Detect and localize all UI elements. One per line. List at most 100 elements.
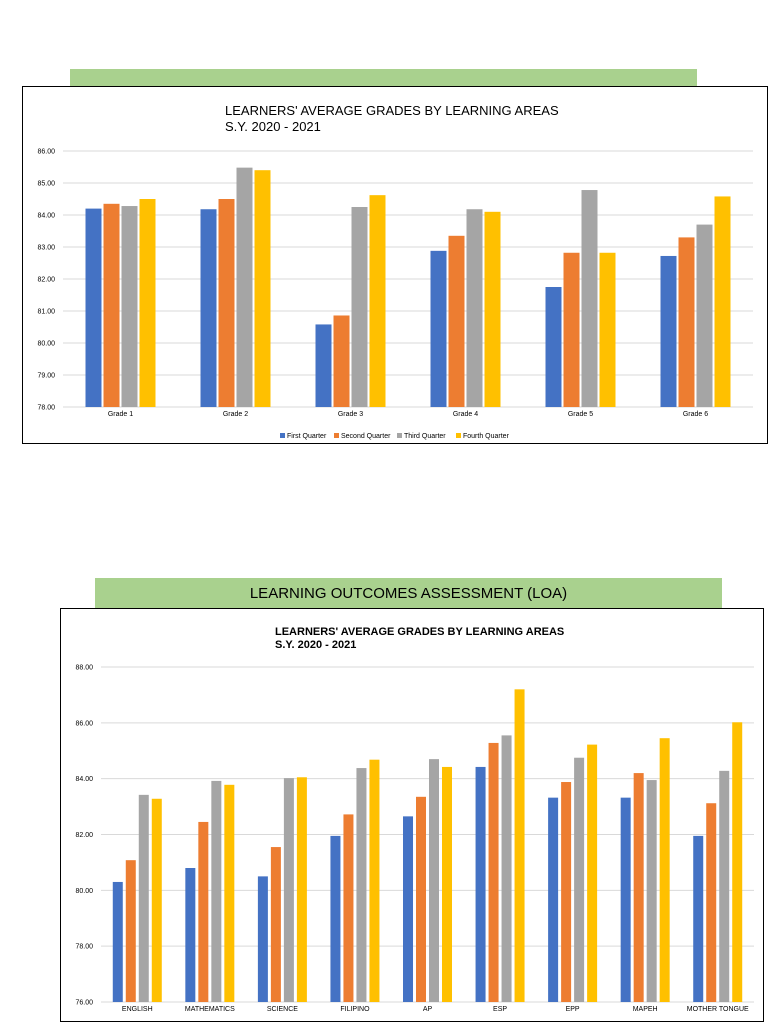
bar-grade-3-q3 xyxy=(351,207,368,407)
bar-mapeh-q1 xyxy=(620,797,631,1002)
bar-grade-5-q2 xyxy=(563,252,580,407)
y-tick-label: 86.00 xyxy=(75,720,93,727)
bar-mathematics-q4 xyxy=(224,784,235,1002)
bar-grade-3-q2 xyxy=(333,315,350,407)
y-tick-label: 81.00 xyxy=(37,309,55,316)
bar-grade-2-q4 xyxy=(254,170,271,407)
bar-grade-1-q3 xyxy=(121,206,138,407)
x-category-label: AP xyxy=(423,1006,433,1013)
x-category-label: SCIENCE xyxy=(267,1006,298,1013)
bar-mapeh-q2 xyxy=(633,773,644,1002)
bar-grade-4-q1 xyxy=(430,250,447,407)
chart1-legend: First Quarter Second Quarter Third Quarter… xyxy=(280,433,510,440)
bar-grade-3-q4 xyxy=(369,195,386,407)
bar-ap-q4 xyxy=(442,766,452,1002)
bar-mathematics-q2 xyxy=(198,821,209,1002)
bar-grade-4-q2 xyxy=(448,235,465,407)
x-category-label: Grade 6 xyxy=(683,411,708,418)
bar-grade-1-q1 xyxy=(85,208,102,407)
bar-mother-tongue-q1 xyxy=(693,835,704,1002)
bar-grade-6-q3 xyxy=(696,224,713,407)
bar-science-q1 xyxy=(257,876,268,1002)
y-tick-label: 88.00 xyxy=(75,665,93,672)
section2-header-band: LEARNING OUTCOMES ASSESSMENT (LOA) xyxy=(95,578,722,608)
bar-english-q1 xyxy=(112,881,123,1002)
y-tick-label: 84.00 xyxy=(75,776,93,783)
section1-header-band xyxy=(70,69,697,87)
bar-ap-q2 xyxy=(416,796,426,1002)
bar-grade-2-q2 xyxy=(218,199,235,407)
bar-ap-q3 xyxy=(429,759,439,1002)
y-tick-label: 80.00 xyxy=(37,341,55,348)
bar-english-q2 xyxy=(125,860,136,1002)
bar-grade-1-q2 xyxy=(103,203,120,407)
bar-filipino-q2 xyxy=(343,814,354,1002)
y-tick-label: 85.00 xyxy=(37,181,55,188)
bar-filipino-q3 xyxy=(356,768,367,1002)
legend-label: Second Quarter xyxy=(341,433,391,440)
x-category-label: ENGLISH xyxy=(122,1006,153,1013)
bar-grade-5-q3 xyxy=(581,190,598,407)
bar-grade-6-q4 xyxy=(714,196,731,407)
x-category-label: Grade 2 xyxy=(223,411,248,418)
bar-mathematics-q1 xyxy=(185,868,196,1002)
y-tick-label: 82.00 xyxy=(75,832,93,839)
bar-science-q3 xyxy=(283,778,294,1002)
y-tick-label: 80.00 xyxy=(75,888,93,895)
bar-mother-tongue-q2 xyxy=(706,803,717,1002)
bar-mapeh-q3 xyxy=(646,780,657,1002)
bar-epp-q1 xyxy=(548,797,559,1002)
x-category-label: Grade 4 xyxy=(453,411,478,418)
bar-grade-2-q3 xyxy=(236,167,253,407)
x-category-label: FILIPINO xyxy=(340,1006,370,1013)
chart-grades-by-subject: LEARNERS' AVERAGE GRADES BY LEARNING ARE… xyxy=(60,608,764,1022)
chart2-svg: LEARNERS' AVERAGE GRADES BY LEARNING ARE… xyxy=(75,626,754,1013)
bar-mathematics-q3 xyxy=(211,780,222,1002)
bar-mother-tongue-q3 xyxy=(719,770,730,1002)
x-category-label: MAPEH xyxy=(633,1006,658,1013)
y-tick-label: 78.00 xyxy=(75,944,93,951)
legend-label: Third Quarter xyxy=(404,433,446,440)
bar-grade-4-q3 xyxy=(466,209,483,407)
chart-grades-by-level: LEARNERS' AVERAGE GRADES BY LEARNING ARE… xyxy=(22,86,768,444)
legend-swatch xyxy=(280,433,285,438)
bar-grade-5-q4 xyxy=(599,252,616,407)
y-tick-label: 83.00 xyxy=(37,245,55,252)
bar-esp-q2 xyxy=(488,742,499,1002)
bar-epp-q4 xyxy=(587,744,598,1002)
x-category-label: MATHEMATICS xyxy=(185,1006,235,1013)
x-category-label: EPP xyxy=(566,1006,580,1013)
chart2-subtitle: S.Y. 2020 - 2021 xyxy=(275,639,356,651)
bar-english-q4 xyxy=(151,798,162,1002)
legend-swatch xyxy=(397,433,402,438)
bar-esp-q4 xyxy=(514,689,525,1002)
chart1-subtitle: S.Y. 2020 - 2021 xyxy=(225,119,321,134)
bar-science-q4 xyxy=(296,777,307,1002)
chart1-title: LEARNERS' AVERAGE GRADES BY LEARNING ARE… xyxy=(225,103,559,118)
chart2-title: LEARNERS' AVERAGE GRADES BY LEARNING ARE… xyxy=(275,626,564,638)
x-category-label: Grade 1 xyxy=(108,411,133,418)
x-category-label: MOTHER TONGUE xyxy=(687,1006,749,1013)
y-tick-label: 78.00 xyxy=(37,405,55,412)
legend-label: Fourth Quarter xyxy=(463,433,510,440)
bar-epp-q2 xyxy=(561,782,572,1002)
bar-esp-q3 xyxy=(501,735,512,1002)
y-tick-label: 86.00 xyxy=(37,149,55,156)
bar-grade-4-q4 xyxy=(484,211,501,407)
y-tick-label: 79.00 xyxy=(37,373,55,380)
x-category-label: ESP xyxy=(493,1006,507,1013)
legend-label: First Quarter xyxy=(287,433,327,440)
bar-grade-3-q1 xyxy=(315,324,332,407)
x-category-label: Grade 5 xyxy=(568,411,593,418)
bar-filipino-q1 xyxy=(330,835,341,1002)
y-tick-label: 82.00 xyxy=(37,277,55,284)
bar-grade-6-q1 xyxy=(660,255,677,407)
bar-grade-2-q1 xyxy=(200,209,217,407)
bar-filipino-q4 xyxy=(369,759,380,1002)
bar-mother-tongue-q4 xyxy=(732,722,743,1002)
legend-swatch xyxy=(456,433,461,438)
bar-mapeh-q4 xyxy=(659,738,670,1002)
bar-grade-1-q4 xyxy=(139,199,156,407)
bar-grade-6-q2 xyxy=(678,237,695,407)
bar-ap-q1 xyxy=(403,816,413,1002)
